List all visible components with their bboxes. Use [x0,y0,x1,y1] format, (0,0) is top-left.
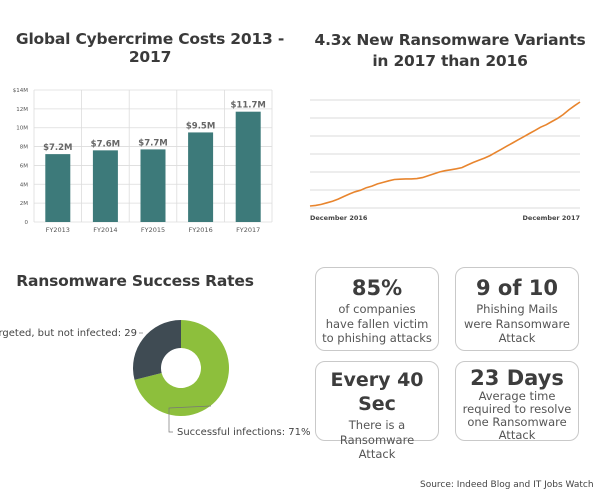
line-chart-title: 4.3x New Ransomware Variants in 2017 tha… [305,30,595,72]
source-note: Source: Indeed Blog and IT Jobs Watch [420,480,594,490]
pie-chart-title: Ransomware Success Rates [16,272,254,290]
bar-category-label: FY2017 [236,226,260,234]
bar-y-tick-label: 2M [20,201,28,207]
stat-card-phishing-mails: 9 of 10 Phishing Mails were Ransomware Att… [455,267,579,351]
bar-y-tick-label: 8M [20,145,28,151]
stat-value: 85% [351,276,403,300]
bar-y-tick-label: $14M [13,88,28,94]
bar-category-label: FY2014 [93,226,117,234]
bar-chart: 0 2M 4M 6M 8M 10M 12M $14M $7.2M FY2013 $7.6M FY201… [13,88,273,234]
bar-y-tick-label: 6M [20,163,28,169]
bar-data-label: $7.2M [43,143,72,153]
ransomware-series-line [309,101,581,207]
bar-y-tick-label: 12M [16,107,28,113]
bar [92,150,118,222]
stat-caption: of companies have fallen victim to phishin… [322,302,432,345]
bar-chart-title: Global Cybercrime Costs 2013 - 2017 [15,30,285,66]
bar [140,149,166,222]
bar-data-label: $11.7M [231,101,266,111]
bar [235,111,261,222]
stat-value: 23 Days [470,366,564,390]
line-chart: December 2016 December 2017 [309,99,581,222]
stat-value: 9 of 10 [475,276,559,300]
bar [188,132,214,222]
line-x-start-label: December 2016 [310,214,368,222]
bar-data-label: $7.6M [91,139,120,149]
stat-caption: Average time required to resolve one Ranso… [462,389,572,442]
donut-chart: Successful infections: 71% Targeted, but … [0,320,311,438]
bar-y-tick-label: 4M [20,182,28,188]
donut-label-successful: Successful infections: 71% [177,427,311,438]
stat-value: Every 40 Sec [330,369,424,415]
line-chart-title-line-2: in 2017 than 2016 [372,52,528,70]
bar [45,154,71,222]
line-chart-title-line-1: 4.3x New Ransomware Variants [314,31,586,49]
bar-data-label: $9.5M [186,121,215,131]
donut-slice [133,320,181,380]
bar-y-tick-label: 10M [16,126,28,132]
donut-slice [134,320,230,416]
bar-category-label: FY2013 [46,226,70,234]
stat-card-resolution-time: 23 Days Average time required to resolve o… [455,361,579,442]
stat-card-attack-frequency: Every 40 Sec There is a Ransomware Attack [315,361,439,461]
stat-caption: Phishing Mails were Ransomware Attack [464,302,570,345]
stat-caption: There is a Ransomware Attack [339,418,415,461]
stat-card-phishing-victims: 85% of companies have fallen victim to phi… [315,267,439,351]
bar-data-label: $7.7M [138,138,167,148]
line-x-end-label: December 2017 [523,214,580,222]
bar-category-label: FY2016 [188,226,212,234]
bar-y-tick-label: 0 [25,220,29,226]
donut-label-targeted: Targeted, but not infected: 29 [0,328,137,339]
bar-category-label: FY2015 [141,226,165,234]
donut-leader-line [168,405,212,433]
